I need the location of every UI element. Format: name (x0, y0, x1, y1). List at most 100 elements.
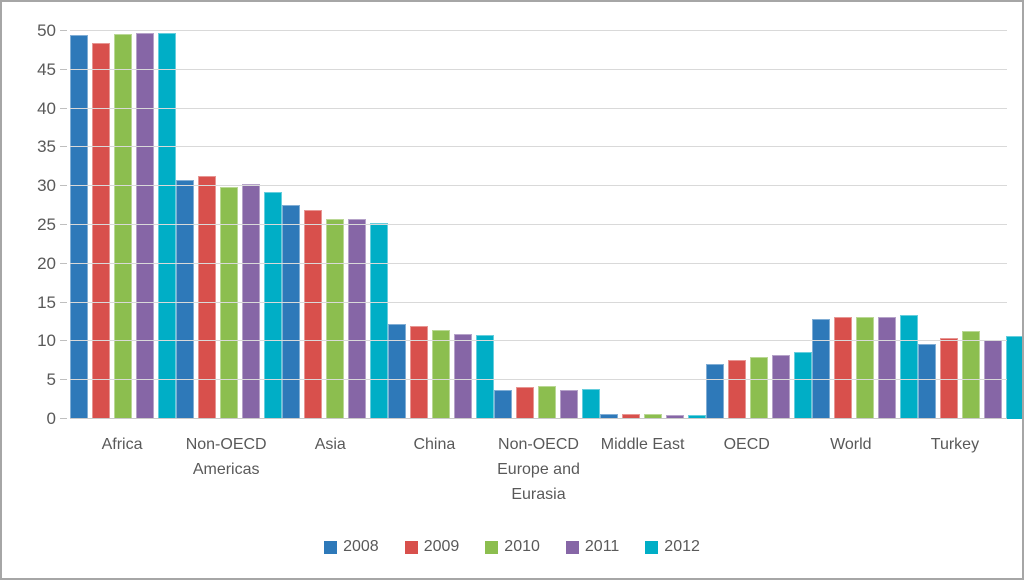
bar-group-turkey (918, 31, 1022, 419)
bar-2010 (856, 317, 874, 419)
y-tick-mark-50 (60, 30, 67, 31)
bar-2008 (70, 34, 88, 419)
x-label-middle-east: Middle East (600, 436, 685, 453)
y-tick-label-35: 35 (37, 137, 56, 157)
bar-2011 (136, 33, 154, 419)
legend-label-2008: 2008 (343, 538, 379, 555)
y-tick-mark-5 (60, 379, 67, 381)
bar-2012 (370, 222, 388, 419)
bar-2008 (494, 389, 512, 419)
y-tick-label-45: 45 (37, 59, 56, 79)
y-tick-mark-45 (60, 68, 67, 70)
gridline-45 (70, 68, 1007, 70)
bar-2008 (918, 343, 936, 419)
bar-2011 (772, 354, 790, 419)
bar-2012 (1006, 335, 1022, 419)
x-label-non-oecd-europe-and-eurasia: Non-OECD Europe and Eurasia (497, 436, 580, 503)
bar-2008 (282, 204, 300, 419)
bar-group-china (388, 31, 494, 419)
bar-2009 (516, 387, 534, 419)
bar-2010 (750, 356, 768, 419)
bars-layer (70, 31, 1022, 419)
y-tick-mark-30 (60, 185, 67, 187)
y-tick-label-30: 30 (37, 176, 56, 196)
x-label-china: China (413, 436, 456, 453)
x-label-non-oecd-americas: Non-OECD Americas (185, 436, 267, 478)
bar-2012 (794, 352, 812, 419)
bar-2010 (326, 218, 344, 419)
y-tick-label-10: 10 (37, 331, 56, 351)
legend-swatch-2008 (324, 540, 338, 554)
bar-2009 (92, 42, 110, 419)
bar-group-asia (282, 31, 388, 419)
legend-swatch-2009 (404, 540, 418, 554)
bar-2011 (348, 218, 366, 419)
gridline-30 (70, 185, 1007, 187)
y-tick-label-40: 40 (37, 98, 56, 118)
x-label-world: World (830, 436, 872, 453)
bar-2008 (812, 318, 830, 419)
legend-item-2008: 2008 (324, 538, 379, 556)
bar-2008 (388, 323, 406, 419)
legend-label-2009: 2009 (423, 538, 460, 555)
bar-2009 (622, 414, 640, 419)
bar-2009 (198, 176, 216, 419)
legend-swatch-2011 (565, 540, 579, 554)
y-axis: 0 5 10 15 20 25 30 35 40 45 50 (2, 21, 60, 428)
gridline-40 (70, 107, 1007, 109)
bar-2011 (242, 183, 260, 419)
y-tick-mark-20 (60, 262, 67, 264)
y-tick-mark-0 (60, 418, 67, 419)
bar-2010 (538, 386, 556, 419)
legend-swatch-2010 (485, 540, 499, 554)
x-axis-labels: Africa Non-OECD Americas Asia China Non-OECD… (70, 432, 1007, 507)
gridline-5 (70, 379, 1007, 381)
bar-2012 (688, 415, 706, 419)
bar-group-africa (70, 31, 176, 419)
y-tick-mark-25 (60, 224, 67, 225)
legend-label-2011: 2011 (584, 538, 620, 555)
bar-2010 (220, 186, 238, 419)
gridline-35 (70, 146, 1007, 148)
gridline-10 (70, 340, 1007, 342)
x-label-oecd: OECD (723, 436, 770, 453)
y-tick-label-50: 50 (37, 21, 56, 40)
bar-2012 (264, 192, 282, 419)
plot-area (60, 30, 1022, 419)
bar-2012 (158, 33, 176, 419)
bar-2008 (706, 363, 724, 419)
x-label-turkey: Turkey (930, 436, 980, 453)
bar-2011 (454, 334, 472, 419)
bar-2010 (432, 329, 450, 419)
y-tick-label-25: 25 (37, 215, 56, 234)
legend-swatch-2012 (645, 540, 659, 554)
y-tick-mark-10 (60, 340, 67, 342)
x-label-asia: Asia (314, 436, 346, 453)
bar-2012 (900, 315, 918, 419)
y-tick-label-0: 0 (46, 409, 56, 428)
bar-group-world (812, 31, 918, 419)
bar-group-non-oecd-europe-and-eurasia (494, 31, 600, 419)
bar-2012 (476, 335, 494, 419)
bar-2009 (834, 316, 852, 419)
legend-label-2010: 2010 (504, 538, 540, 555)
bar-2009 (410, 325, 428, 419)
y-tick-mark-40 (60, 107, 67, 109)
legend-item-2011: 2011 (565, 538, 620, 556)
bar-group-non-oecd-americas (176, 31, 282, 419)
legend-label-2012: 2012 (664, 538, 700, 555)
y-tick-label-15: 15 (37, 292, 56, 312)
bar-2009 (304, 210, 322, 419)
bar-2011 (560, 390, 578, 419)
bar-2010 (644, 414, 662, 419)
bar-2011 (878, 317, 896, 419)
legend-item-2010: 2010 (485, 538, 540, 556)
y-tick-mark-35 (60, 146, 67, 148)
bar-group-middle-east (600, 31, 706, 419)
bar-2010 (114, 34, 132, 419)
bar-2009 (728, 360, 746, 419)
y-tick-mark-15 (60, 301, 67, 303)
legend: 2008 2009 2010 2011 2012 (2, 538, 1022, 556)
bar-2010 (962, 331, 980, 419)
